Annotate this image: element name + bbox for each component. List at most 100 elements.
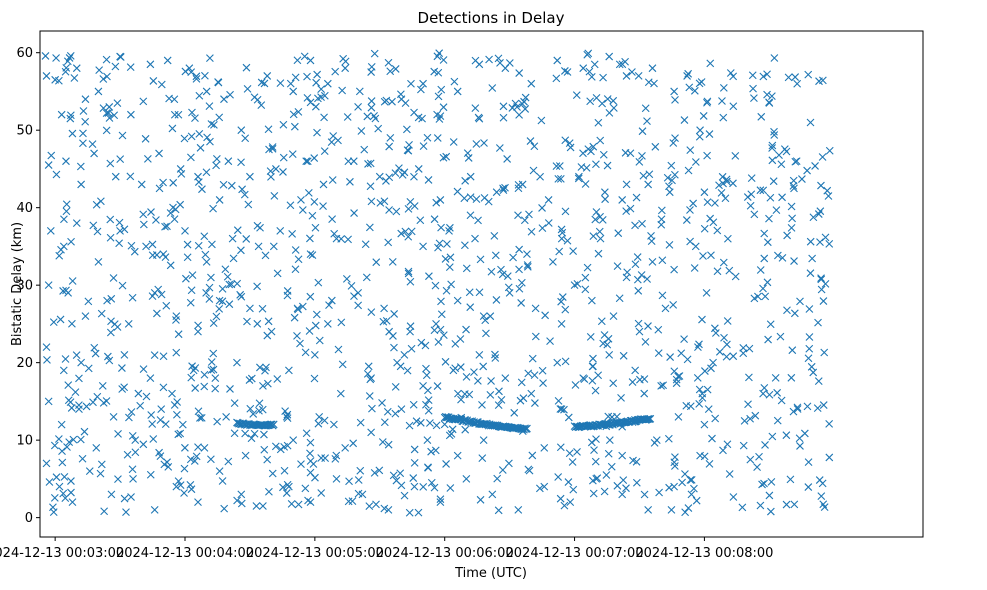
data-point	[486, 312, 495, 321]
data-point	[163, 458, 171, 467]
data-point	[262, 363, 270, 372]
data-point	[320, 113, 328, 122]
data-point	[363, 112, 372, 121]
data-point	[123, 450, 132, 459]
data-point	[174, 110, 183, 119]
data-point	[47, 151, 56, 160]
data-point	[310, 351, 319, 359]
data-point	[227, 181, 236, 190]
data-point	[419, 79, 427, 88]
data-point	[225, 300, 234, 309]
data-point	[187, 132, 196, 141]
data-point	[650, 79, 658, 88]
data-point	[161, 420, 170, 428]
data-point	[601, 195, 609, 204]
data-point	[509, 253, 517, 262]
data-point	[619, 476, 628, 485]
data-point	[763, 70, 771, 79]
data-point	[560, 501, 569, 510]
data-point	[791, 157, 800, 166]
data-point	[686, 146, 695, 155]
data-point	[72, 219, 81, 228]
data-point	[367, 308, 376, 316]
data-point	[756, 266, 765, 274]
data-point	[236, 290, 245, 299]
data-point	[628, 378, 637, 386]
data-point	[306, 234, 314, 243]
data-point	[729, 352, 738, 361]
data-point	[465, 390, 474, 399]
data-point	[404, 232, 413, 241]
data-point	[380, 304, 388, 313]
data-point	[237, 490, 246, 499]
data-point	[605, 108, 614, 117]
data-point	[695, 399, 704, 408]
data-point	[599, 73, 607, 82]
data-point	[84, 297, 93, 306]
data-point	[128, 431, 137, 440]
data-point	[745, 373, 753, 382]
data-point	[760, 229, 769, 238]
data-point	[740, 416, 749, 425]
data-point	[782, 500, 791, 509]
data-point	[763, 238, 772, 247]
data-point	[44, 161, 53, 169]
data-point	[194, 321, 202, 330]
data-point	[306, 250, 315, 259]
data-point	[128, 293, 137, 302]
data-point	[341, 443, 350, 452]
data-point	[375, 172, 384, 181]
data-point	[114, 475, 122, 484]
data-point	[478, 454, 487, 462]
data-point	[631, 221, 639, 230]
data-point	[246, 304, 254, 313]
data-point	[116, 155, 125, 164]
data-point	[68, 129, 77, 138]
data-point	[64, 381, 73, 390]
data-point	[398, 171, 407, 179]
data-point	[238, 185, 246, 194]
data-point	[555, 247, 564, 256]
data-point	[565, 139, 574, 148]
data-point	[789, 176, 798, 185]
data-point	[284, 366, 293, 375]
data-point	[514, 211, 522, 220]
data-point	[375, 466, 384, 475]
data-point	[825, 239, 834, 248]
data-point	[367, 428, 376, 437]
data-point	[711, 199, 719, 207]
data-point	[107, 294, 116, 303]
data-point	[427, 447, 435, 456]
data-point	[306, 438, 315, 447]
data-point	[365, 223, 374, 232]
data-point	[211, 384, 220, 393]
data-point	[491, 251, 500, 260]
data-point	[325, 301, 333, 310]
data-point	[303, 157, 312, 166]
data-point	[378, 438, 387, 446]
data-point	[215, 196, 224, 204]
data-point	[192, 72, 201, 81]
data-point	[665, 240, 674, 249]
data-point	[615, 294, 624, 303]
data-point	[622, 180, 631, 189]
data-point	[790, 500, 799, 509]
data-point	[113, 99, 122, 108]
data-point	[293, 56, 302, 65]
data-point	[172, 482, 181, 491]
data-point	[336, 389, 345, 398]
data-point	[367, 197, 376, 206]
data-point	[824, 192, 833, 200]
data-point	[139, 440, 148, 449]
data-point	[453, 296, 462, 305]
data-point	[310, 198, 319, 206]
data-point	[561, 305, 570, 314]
data-point	[773, 251, 782, 260]
data-point	[52, 170, 61, 179]
data-point	[164, 462, 173, 471]
data-point	[631, 260, 640, 269]
data-point	[328, 215, 337, 224]
data-point	[766, 507, 775, 516]
data-point	[154, 285, 163, 294]
data-point	[782, 431, 791, 440]
